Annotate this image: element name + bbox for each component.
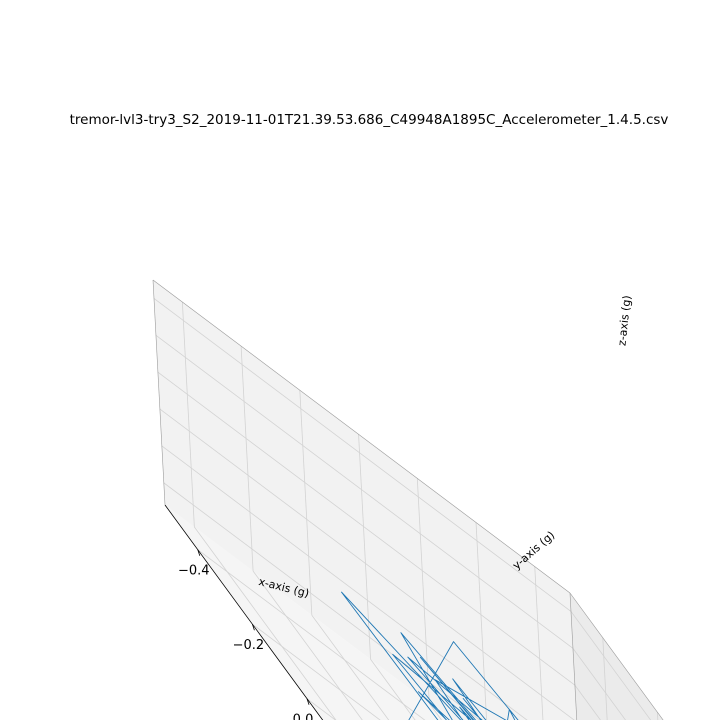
- axes-edges: [152, 279, 664, 720]
- grid-line-y-left: [181, 302, 195, 528]
- grid-line-z-left: [157, 371, 576, 686]
- z-axis-label: z-axis (g): [615, 295, 633, 347]
- grid-line-y-left: [475, 522, 487, 720]
- pane-edge: [569, 592, 578, 720]
- chart-title: tremor-lvl3-try3_S2_2019-11-01T21.39.53.…: [70, 112, 669, 128]
- pane-edge: [152, 279, 166, 506]
- grid-line-z-left: [155, 335, 574, 649]
- x-axis-line: [164, 504, 324, 720]
- grid-line-x-floor: [252, 623, 381, 720]
- floor-pane: [165, 505, 452, 720]
- grid-line-z-left: [159, 408, 575, 720]
- x-tick-label: −0.2: [233, 638, 265, 653]
- axes-grid: [153, 298, 659, 720]
- axes-panes: [153, 280, 664, 720]
- back-pane: [570, 593, 664, 720]
- grid-line-y-floor: [311, 614, 390, 720]
- x-tick-label: −0.4: [178, 564, 210, 579]
- grid-line-y-floor: [252, 570, 363, 720]
- grid-line-y-floor: [194, 526, 337, 720]
- grid-line-y-left: [299, 390, 313, 616]
- left-pane: [153, 280, 577, 720]
- grid-line-y-left: [240, 346, 254, 572]
- grid-line-x-back: [602, 637, 608, 720]
- grid-line-z-left: [163, 482, 481, 720]
- pane-edge: [569, 592, 664, 720]
- pane-edge: [152, 279, 571, 594]
- grid-line-z-left: [153, 298, 572, 612]
- grid-line-z-left: [161, 445, 528, 720]
- grid-line-z-back: [570, 611, 652, 720]
- x-tick-label: 0.0: [293, 713, 314, 720]
- grid-line-x-floor: [197, 549, 426, 720]
- x-tick-mark: [252, 624, 255, 631]
- x-tick-mark: [197, 549, 201, 556]
- axes-ticks: −0.4−0.20.00.20.40.60.81.0−0.4−0.3−0.2−0…: [178, 549, 314, 720]
- x-tick-mark: [306, 698, 310, 705]
- grid-line-y-left: [534, 566, 544, 720]
